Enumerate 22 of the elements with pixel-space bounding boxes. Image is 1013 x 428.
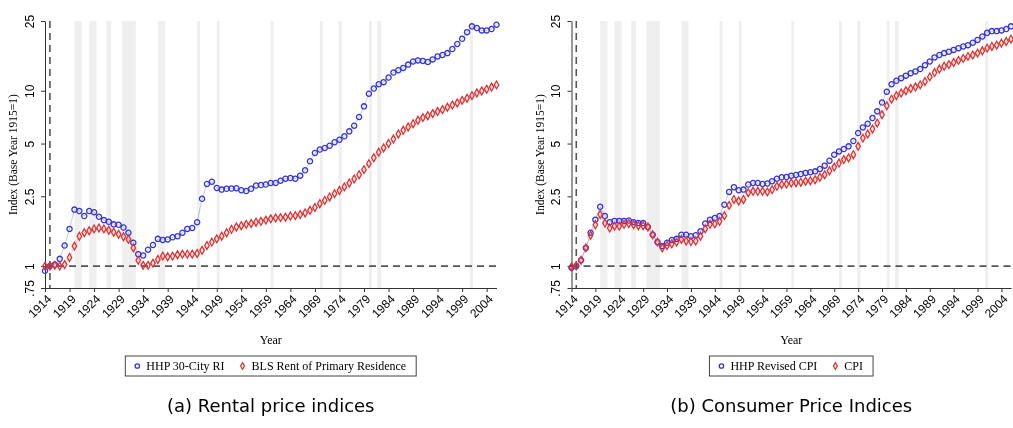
legend-label: HHP Revised CPI [730,359,818,373]
text: (b) Consumer Price Indices [670,395,913,416]
y-tick-label: 2.5 [549,188,564,206]
y-tick-label: 5 [549,140,564,148]
text: (a) Rental price indices [167,395,375,416]
y-tick-label: 1 [549,262,564,270]
y-tick-label: 25 [22,14,37,29]
legend-label: CPI [844,359,864,373]
x-axis-title: Year [259,333,282,347]
y-axis-title: Index (Base Year 1915=1) [7,93,20,215]
legend-label: BLS Rent of Primary Residence [251,359,407,373]
y-axis-title: Index (Base Year 1915=1) [533,93,547,215]
y-tick-label: 5 [22,140,37,148]
y-tick-label: 2.5 [22,188,37,206]
legend-label: HHP 30-City RI [146,359,225,373]
y-tick-label: .75 [22,279,37,297]
y-tick-label: .75 [549,279,564,297]
y-tick-label: 25 [549,14,564,29]
x-axis-title: Year [780,333,803,347]
y-tick-label: 1 [22,262,37,270]
y-tick-label: 10 [549,84,564,98]
y-tick-label: 10 [22,84,37,98]
